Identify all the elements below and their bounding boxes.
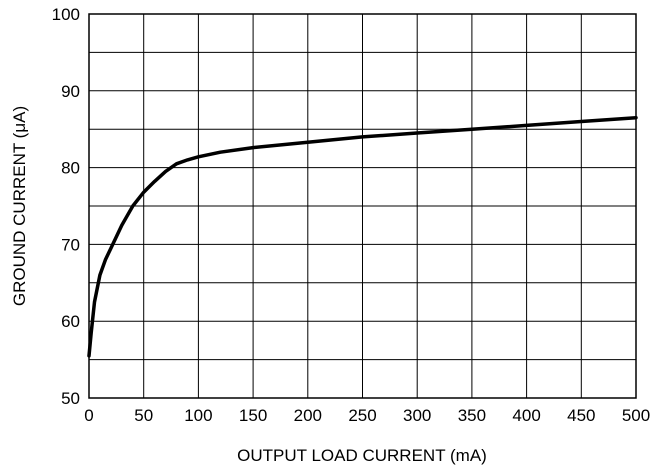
x-tick-label: 500 [622,406,650,425]
y-tick-label: 100 [52,5,80,24]
x-tick-label: 400 [512,406,540,425]
x-tick-label: 0 [84,406,93,425]
y-tick-label: 80 [61,159,80,178]
series-layer [87,115,638,358]
x-tick-label: 300 [403,406,431,425]
tick-labels: 0 50 100 150 200 250 300 350 400 450 5005060708090… [52,5,651,425]
x-tick-label: 250 [348,406,376,425]
x-tick-label: 150 [239,406,267,425]
grid-layer [89,14,636,398]
y-tick-label: 50 [61,389,80,408]
plot-frame [88,13,637,399]
y-axis-title: GROUND CURRENT (μA) [10,106,29,306]
x-tick-label: 450 [567,406,595,425]
x-tick-label: 100 [184,406,212,425]
x-axis-title: OUTPUT LOAD CURRENT (mA) [237,446,487,465]
series-line [87,115,638,358]
y-tick-label: 70 [61,235,80,254]
x-tick-label: 350 [458,406,486,425]
y-tick-label: 60 [61,312,80,331]
x-tick-label: 50 [134,406,153,425]
y-tick-label: 90 [61,82,80,101]
x-tick-label: 200 [294,406,322,425]
